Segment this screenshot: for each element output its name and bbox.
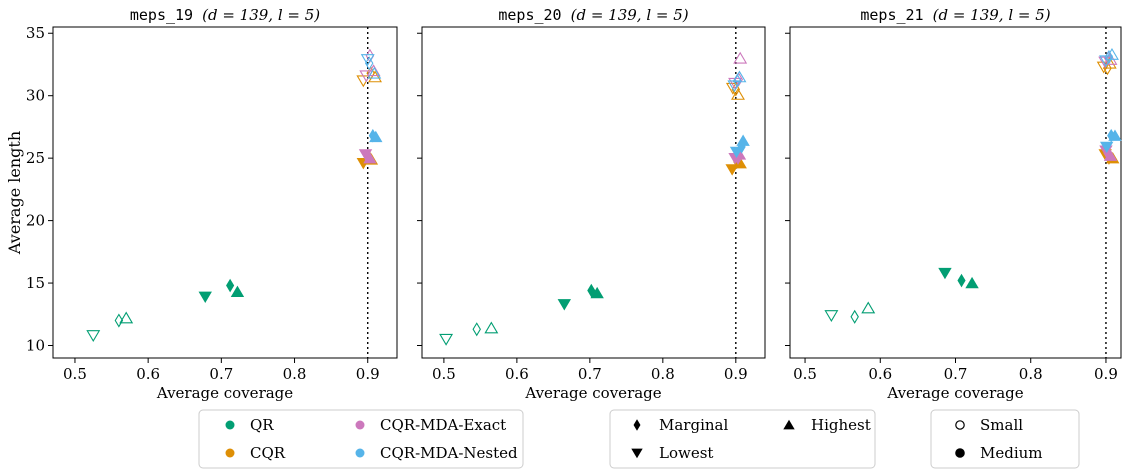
legend-shape-label: Marginal	[659, 416, 728, 434]
legend-shape-label: Highest	[811, 416, 871, 434]
legend-size-label: Small	[980, 416, 1023, 434]
y-tick-label: 30	[26, 87, 45, 105]
panel-dataset-name: meps_20	[498, 6, 570, 24]
point-cqr-mda-nested-highest	[1108, 129, 1122, 141]
legend-shape-marker	[783, 419, 795, 430]
point-cqr-mda-exact-highest	[363, 151, 377, 164]
legend-size-marker	[955, 448, 965, 458]
legend-size-marker	[955, 420, 965, 430]
legend-method-label: CQR-MDA-Exact	[380, 416, 506, 434]
point-cqr-highest	[731, 87, 745, 100]
y-tick-label: 10	[26, 337, 45, 355]
x-tick-label: 0.6	[868, 365, 892, 383]
point-qr-marginal	[587, 283, 596, 298]
x-tick-label: 0.8	[283, 365, 307, 383]
point-cqr-mda-nested-highest	[732, 70, 747, 83]
point-cqr-mda-nested-highest	[736, 134, 750, 146]
legend-size-label: Medium	[980, 444, 1043, 462]
point-qr-marginal	[850, 309, 859, 324]
x-tick-label: 0.7	[944, 365, 968, 383]
point-qr-lowest	[824, 310, 839, 323]
x-tick-label: 0.5	[63, 365, 87, 383]
legend-method-marker	[355, 420, 365, 430]
point-qr-highest	[484, 321, 499, 334]
panel-title: meps_21 (d = 139, l = 5)	[860, 6, 1050, 24]
x-tick-label: 0.8	[1019, 365, 1043, 383]
x-tick-label: 0.8	[651, 365, 675, 383]
point-qr-marginal	[472, 322, 481, 337]
legend-shape-label: Lowest	[659, 444, 713, 462]
point-qr-highest	[230, 285, 245, 297]
x-tick-label: 0.5	[793, 365, 817, 383]
plot-frame	[789, 26, 1122, 359]
legend-shape-marker	[631, 448, 643, 459]
point-cqr-mda-nested-highest	[369, 130, 383, 143]
x-tick-label: 0.7	[209, 365, 233, 383]
panel-dataset-name: meps_19	[130, 6, 202, 24]
point-qr-lowest	[557, 299, 572, 311]
panel-meps-21: meps_21 (d = 139, l = 5) 0.5 0.6 0.7 0.8 0.9 A…	[785, 6, 1122, 402]
legend-method-marker	[225, 420, 235, 430]
point-qr-lowest	[86, 330, 101, 343]
point-cqr-mda-nested-marginal	[364, 56, 374, 71]
y-tick-label: 35	[26, 24, 45, 42]
y-tick-label: 20	[26, 212, 45, 230]
point-cqr-mda-nested-lowest	[1100, 141, 1114, 154]
point-qr-marginal	[957, 273, 966, 288]
point-qr-lowest	[198, 291, 212, 303]
panel-params: (d = 139, l = 5)	[933, 6, 1051, 24]
plot-frame	[421, 26, 766, 359]
point-qr-highest	[861, 301, 876, 314]
plot-frame	[52, 26, 398, 359]
point-qr-highest	[119, 311, 134, 324]
x-tick-label: 0.7	[578, 365, 602, 383]
legend-sizes	[930, 409, 1080, 469]
x-axis-label: Average coverage	[886, 384, 1023, 402]
legend-methods	[198, 409, 524, 469]
panel-title: meps_20 (d = 139, l = 5)	[498, 6, 688, 24]
point-cqr-highest	[368, 70, 383, 83]
legend-method-label: QR	[250, 416, 274, 434]
x-tick-label: 0.6	[505, 365, 529, 383]
point-qr-marginal	[226, 278, 235, 293]
point-cqr-marginal	[731, 82, 741, 97]
x-axis-label: Average coverage	[156, 384, 293, 402]
panel-title: meps_19 (d = 139, l = 5)	[130, 6, 320, 24]
point-cqr-mda-nested-highest	[1105, 47, 1119, 60]
x-axis-label: Average coverage	[524, 384, 661, 402]
legend-method-label: CQR	[250, 444, 286, 462]
panel-meps-19: meps_19 (d = 139, l = 5) 10 15 20 25 30 35 0.5 0…	[26, 6, 398, 402]
panel-dataset-name: meps_21	[860, 6, 932, 24]
point-cqr-mda-exact-highest	[1103, 149, 1118, 161]
point-qr-marginal	[114, 313, 124, 328]
y-axis-label: Average length	[5, 131, 24, 255]
point-qr-highest	[590, 286, 604, 299]
point-cqr-mda-exact-highest	[366, 64, 381, 77]
point-cqr-mda-nested-marginal	[1104, 49, 1114, 65]
y-tick-label: 15	[26, 274, 45, 292]
legend-method-marker	[225, 448, 235, 458]
point-qr-highest	[965, 276, 979, 289]
legend-method-marker	[355, 448, 365, 458]
legend-markers	[609, 409, 876, 469]
x-tick-label: 0.9	[724, 365, 748, 383]
x-tick-label: 0.9	[1094, 365, 1118, 383]
x-tick-label: 0.5	[432, 365, 456, 383]
point-cqr-highest	[1102, 56, 1117, 69]
panel-params: (d = 139, l = 5)	[571, 6, 689, 24]
legend-method-label: CQR-MDA-Nested	[380, 444, 518, 462]
panel-meps-20: meps_20 (d = 139, l = 5) 0.5 0.6 0.7 0.8 0.9 A…	[417, 6, 766, 402]
point-cqr-mda-exact-highest	[733, 51, 748, 64]
x-tick-label: 0.9	[356, 365, 380, 383]
x-tick-label: 0.6	[136, 365, 160, 383]
legend-shape-marker	[633, 419, 641, 431]
y-tick-label: 25	[26, 149, 45, 167]
point-cqr-mda-nested-highest	[367, 66, 382, 79]
point-qr-lowest	[938, 267, 952, 280]
panel-params: (d = 139, l = 5)	[202, 6, 320, 24]
point-qr-lowest	[439, 333, 454, 346]
